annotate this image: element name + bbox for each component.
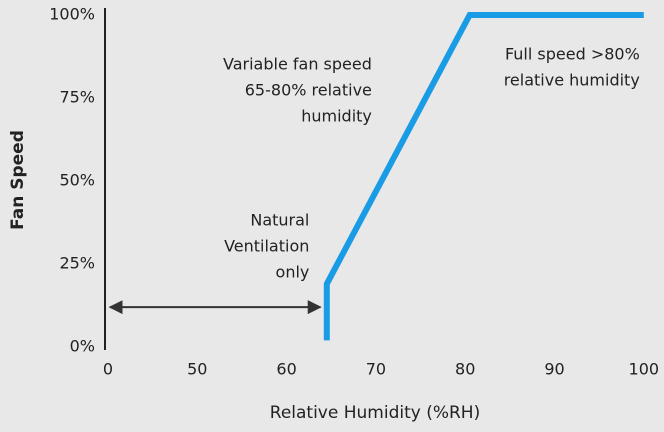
annotation: Variable fan speed 65-80% relative humidit… (223, 54, 372, 125)
annotation-line: Natural (250, 210, 309, 229)
x-tick-label: 0 (103, 360, 113, 379)
y-tick-label: 50% (59, 171, 95, 190)
y-tick-label: 75% (59, 88, 95, 107)
annotation-line: relative humidity (504, 70, 640, 89)
x-tick-label: 90 (544, 360, 564, 379)
annotation-line: Ventilation (224, 236, 309, 255)
y-axis-label: Fan Speed (8, 130, 28, 230)
annotation-line: Full speed >80% (505, 44, 640, 63)
x-tick-label: 70 (366, 360, 386, 379)
annotation: Full speed >80% relative humidity (504, 44, 640, 89)
annotation-line: Variable fan speed (223, 54, 372, 73)
annotation-line: 65-80% relative (245, 80, 372, 99)
x-tick-label: 80 (455, 360, 475, 379)
x-tick-label: 60 (276, 360, 296, 379)
annotation: Natural Ventilation only (224, 210, 309, 281)
x-tick-label: 100 (629, 360, 660, 379)
y-tick-label: 25% (59, 254, 95, 273)
annotation-line: only (276, 262, 310, 281)
annotation-line: humidity (301, 106, 372, 125)
x-axis-label: Relative Humidity (%RH) (270, 403, 480, 423)
data-line (323, 12, 644, 341)
x-tick-label: 50 (187, 360, 207, 379)
y-tick-label: 0% (70, 337, 95, 356)
y-tick-label: 100% (49, 5, 95, 24)
